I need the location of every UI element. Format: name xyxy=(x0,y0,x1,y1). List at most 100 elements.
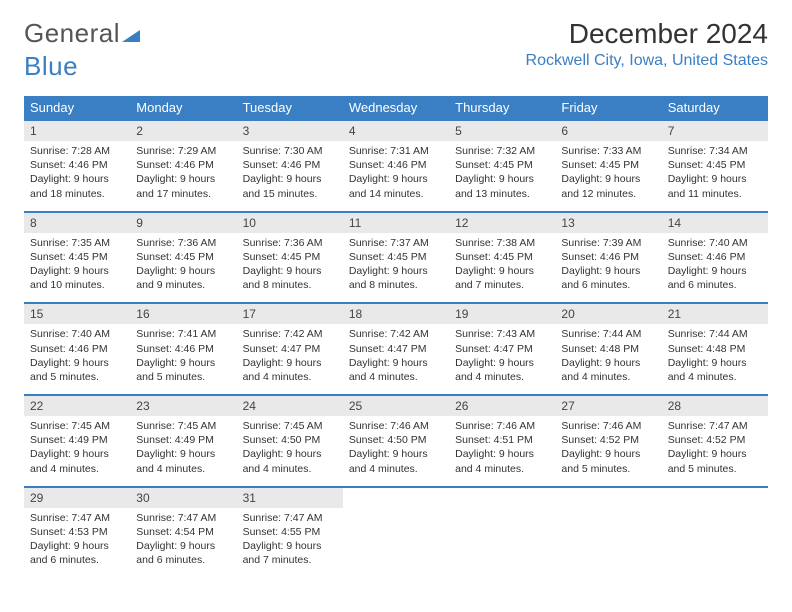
day-ss: Sunset: 4:49 PM xyxy=(30,433,124,447)
day-d1: Daylight: 9 hours xyxy=(30,539,124,553)
day-d1: Daylight: 9 hours xyxy=(243,447,337,461)
day-d1: Daylight: 9 hours xyxy=(136,539,230,553)
day-sr: Sunrise: 7:34 AM xyxy=(668,144,762,158)
day-d1: Daylight: 9 hours xyxy=(668,172,762,186)
day-d2: and 5 minutes. xyxy=(136,370,230,384)
day-content-cell: Sunrise: 7:42 AMSunset: 4:47 PMDaylight:… xyxy=(237,324,343,394)
logo: General Blue xyxy=(24,18,142,82)
day-number-cell: 21 xyxy=(662,302,768,324)
day-d2: and 6 minutes. xyxy=(561,278,655,292)
day-content-cell: Sunrise: 7:45 AMSunset: 4:49 PMDaylight:… xyxy=(130,416,236,486)
day-d2: and 4 minutes. xyxy=(668,370,762,384)
day-d2: and 4 minutes. xyxy=(243,462,337,476)
day-ss: Sunset: 4:46 PM xyxy=(349,158,443,172)
day-ss: Sunset: 4:53 PM xyxy=(30,525,124,539)
day-number-cell: 3 xyxy=(237,119,343,141)
day-d2: and 4 minutes. xyxy=(136,462,230,476)
day-number-cell: 13 xyxy=(555,211,661,233)
day-d2: and 11 minutes. xyxy=(668,187,762,201)
logo-icon xyxy=(122,20,142,51)
day-d1: Daylight: 9 hours xyxy=(668,447,762,461)
day-d1: Daylight: 9 hours xyxy=(561,447,655,461)
day-content-cell: Sunrise: 7:41 AMSunset: 4:46 PMDaylight:… xyxy=(130,324,236,394)
day-d2: and 6 minutes. xyxy=(30,553,124,567)
day-content-cell: Sunrise: 7:44 AMSunset: 4:48 PMDaylight:… xyxy=(555,324,661,394)
day-sr: Sunrise: 7:36 AM xyxy=(136,236,230,250)
day-d2: and 4 minutes. xyxy=(243,370,337,384)
day-number-cell: 4 xyxy=(343,119,449,141)
day-sr: Sunrise: 7:44 AM xyxy=(668,327,762,341)
day-content-cell: Sunrise: 7:45 AMSunset: 4:50 PMDaylight:… xyxy=(237,416,343,486)
day-sr: Sunrise: 7:42 AM xyxy=(349,327,443,341)
day-sr: Sunrise: 7:42 AM xyxy=(243,327,337,341)
day-number-cell: 31 xyxy=(237,486,343,508)
day-number-cell: 2 xyxy=(130,119,236,141)
day-sr: Sunrise: 7:29 AM xyxy=(136,144,230,158)
day-number-cell: 17 xyxy=(237,302,343,324)
day-sr: Sunrise: 7:32 AM xyxy=(455,144,549,158)
day-ss: Sunset: 4:55 PM xyxy=(243,525,337,539)
day-ss: Sunset: 4:45 PM xyxy=(561,158,655,172)
day-number-cell: 25 xyxy=(343,394,449,416)
day-d2: and 17 minutes. xyxy=(136,187,230,201)
month-title: December 2024 xyxy=(526,18,768,50)
day-d1: Daylight: 9 hours xyxy=(136,172,230,186)
day-d2: and 13 minutes. xyxy=(455,187,549,201)
day-d2: and 4 minutes. xyxy=(455,370,549,384)
day-content-cell: Sunrise: 7:42 AMSunset: 4:47 PMDaylight:… xyxy=(343,324,449,394)
day-content-cell: Sunrise: 7:36 AMSunset: 4:45 PMDaylight:… xyxy=(237,233,343,303)
day-ss: Sunset: 4:49 PM xyxy=(136,433,230,447)
day-number-cell: 26 xyxy=(449,394,555,416)
calendar-table: SundayMondayTuesdayWednesdayThursdayFrid… xyxy=(24,96,768,577)
day-content-cell: Sunrise: 7:36 AMSunset: 4:45 PMDaylight:… xyxy=(130,233,236,303)
day-d1: Daylight: 9 hours xyxy=(30,172,124,186)
day-sr: Sunrise: 7:37 AM xyxy=(349,236,443,250)
day-sr: Sunrise: 7:35 AM xyxy=(30,236,124,250)
day-sr: Sunrise: 7:46 AM xyxy=(455,419,549,433)
day-sr: Sunrise: 7:38 AM xyxy=(455,236,549,250)
weekday-header: Thursday xyxy=(449,96,555,119)
day-content-cell: Sunrise: 7:44 AMSunset: 4:48 PMDaylight:… xyxy=(662,324,768,394)
day-ss: Sunset: 4:45 PM xyxy=(30,250,124,264)
day-content-cell: Sunrise: 7:40 AMSunset: 4:46 PMDaylight:… xyxy=(662,233,768,303)
day-d1: Daylight: 9 hours xyxy=(349,172,443,186)
day-ss: Sunset: 4:47 PM xyxy=(455,342,549,356)
day-content-cell: Sunrise: 7:29 AMSunset: 4:46 PMDaylight:… xyxy=(130,141,236,211)
day-d1: Daylight: 9 hours xyxy=(349,447,443,461)
day-sr: Sunrise: 7:28 AM xyxy=(30,144,124,158)
day-sr: Sunrise: 7:33 AM xyxy=(561,144,655,158)
weekday-header: Wednesday xyxy=(343,96,449,119)
day-ss: Sunset: 4:45 PM xyxy=(243,250,337,264)
day-ss: Sunset: 4:47 PM xyxy=(243,342,337,356)
day-sr: Sunrise: 7:45 AM xyxy=(136,419,230,433)
weekday-header: Friday xyxy=(555,96,661,119)
day-d2: and 14 minutes. xyxy=(349,187,443,201)
day-d1: Daylight: 9 hours xyxy=(455,356,549,370)
day-ss: Sunset: 4:46 PM xyxy=(30,158,124,172)
day-sr: Sunrise: 7:47 AM xyxy=(136,511,230,525)
day-number-cell xyxy=(449,486,555,508)
weekday-header: Monday xyxy=(130,96,236,119)
day-number-cell: 1 xyxy=(24,119,130,141)
day-content-cell xyxy=(555,508,661,578)
day-content-cell: Sunrise: 7:39 AMSunset: 4:46 PMDaylight:… xyxy=(555,233,661,303)
day-content-cell: Sunrise: 7:31 AMSunset: 4:46 PMDaylight:… xyxy=(343,141,449,211)
day-d2: and 15 minutes. xyxy=(243,187,337,201)
day-content-cell: Sunrise: 7:46 AMSunset: 4:51 PMDaylight:… xyxy=(449,416,555,486)
day-d2: and 6 minutes. xyxy=(136,553,230,567)
day-sr: Sunrise: 7:31 AM xyxy=(349,144,443,158)
day-ss: Sunset: 4:51 PM xyxy=(455,433,549,447)
day-d2: and 4 minutes. xyxy=(30,462,124,476)
day-d2: and 5 minutes. xyxy=(30,370,124,384)
day-d1: Daylight: 9 hours xyxy=(243,264,337,278)
day-ss: Sunset: 4:46 PM xyxy=(136,158,230,172)
day-d2: and 18 minutes. xyxy=(30,187,124,201)
day-d1: Daylight: 9 hours xyxy=(30,264,124,278)
day-content-cell xyxy=(343,508,449,578)
day-number-cell: 27 xyxy=(555,394,661,416)
day-number-cell xyxy=(662,486,768,508)
weekday-header: Sunday xyxy=(24,96,130,119)
day-ss: Sunset: 4:46 PM xyxy=(30,342,124,356)
day-content-cell: Sunrise: 7:46 AMSunset: 4:50 PMDaylight:… xyxy=(343,416,449,486)
day-number-cell: 28 xyxy=(662,394,768,416)
